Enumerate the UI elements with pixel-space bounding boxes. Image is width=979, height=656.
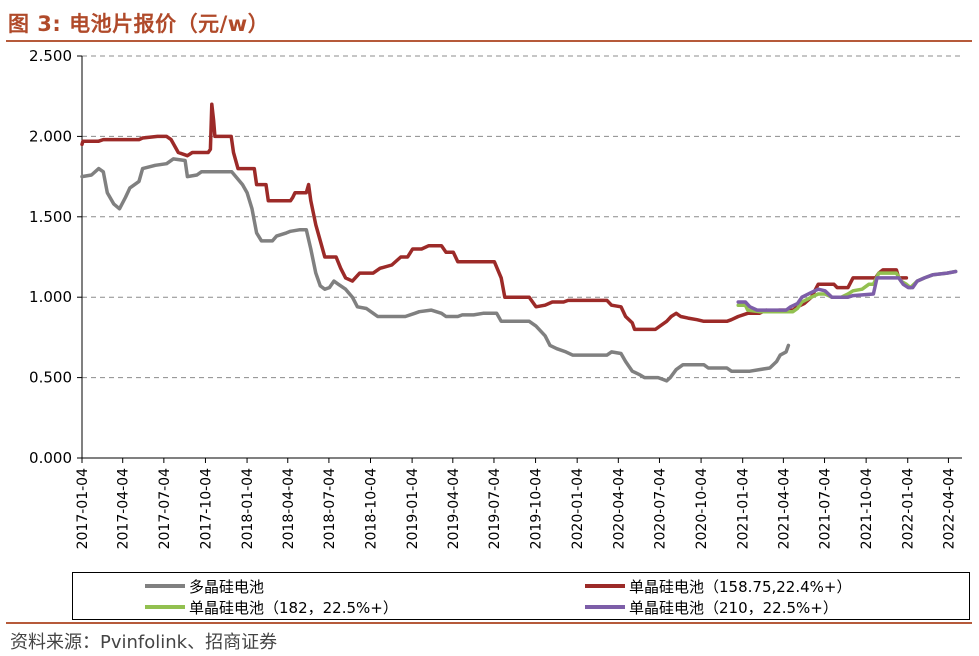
grid-lines <box>82 55 962 379</box>
legend-label-mono-210: 单晶硅电池（210，22.5%+） <box>629 598 838 617</box>
x-tick-label: 2017-04-04 <box>116 468 132 549</box>
x-tick-label: 2020-10-04 <box>694 468 710 549</box>
x-tick-label: 2017-07-04 <box>157 468 173 549</box>
x-tick-label: 2018-01-04 <box>240 468 256 549</box>
legend-item-mono-158: 单晶硅电池（158.75,22.4%+） <box>585 576 851 596</box>
x-tick-label: 2022-01-04 <box>901 468 917 549</box>
x-tick-label: 2017-01-04 <box>75 468 91 549</box>
series-line-0 <box>80 157 791 383</box>
figure-title: 图 3: 电池片报价（元/w） <box>8 12 270 36</box>
y-axis-ticks: 0.000 0.500 1.000 1.500 2.000 2.500 <box>29 47 82 467</box>
x-tick-label: 2019-04-04 <box>446 468 462 549</box>
y-tick-label: 1.000 <box>29 288 72 306</box>
x-tick-label: 2021-04-04 <box>776 468 792 549</box>
x-tick-label: 2019-07-04 <box>487 468 503 549</box>
legend-swatch-mono-210 <box>585 605 625 609</box>
x-tick-label: 2021-07-04 <box>818 468 834 549</box>
x-tick-label: 2021-01-04 <box>736 468 752 549</box>
legend-swatch-mono-182 <box>145 605 185 609</box>
legend-label-poly: 多晶硅电池 <box>189 577 265 596</box>
title-divider <box>6 40 972 42</box>
chart-legend: 多晶硅电池 单晶硅电池（158.75,22.4%+） 单晶硅电池（182，22.… <box>72 572 970 620</box>
x-tick-label: 2019-01-04 <box>405 468 421 549</box>
legend-swatch-mono-158 <box>585 584 625 588</box>
series-line-3 <box>736 269 958 312</box>
legend-item-mono-210: 单晶硅电池（210，22.5%+） <box>585 597 838 617</box>
legend-item-poly: 多晶硅电池 <box>145 576 264 596</box>
x-tick-label: 2020-07-04 <box>652 468 668 549</box>
legend-label-mono-182: 单晶硅电池（182，22.5%+） <box>189 598 398 617</box>
y-tick-label: 2.500 <box>29 47 72 65</box>
x-tick-label: 2019-10-04 <box>529 468 545 549</box>
x-axis-ticks: 2017-01-04 2017-04-04 2017-07-04 2017-10-04… <box>75 458 957 549</box>
axes <box>81 56 962 459</box>
legend-label-mono-158: 单晶硅电池（158.75,22.4%+） <box>629 577 852 596</box>
y-tick-label: 0.000 <box>29 449 72 467</box>
x-tick-label: 2018-07-04 <box>322 468 338 549</box>
legend-item-mono-182: 单晶硅电池（182，22.5%+） <box>145 597 398 617</box>
series-lines <box>80 102 958 383</box>
x-tick-label: 2020-01-04 <box>570 468 586 549</box>
x-tick-label: 2018-04-04 <box>281 468 297 549</box>
x-tick-label: 2021-10-04 <box>859 468 875 549</box>
y-tick-label: 2.000 <box>29 127 72 145</box>
y-tick-label: 1.500 <box>29 208 72 226</box>
bottom-divider <box>6 622 972 624</box>
series-line-1 <box>80 102 909 332</box>
y-tick-label: 0.500 <box>29 369 72 387</box>
x-tick-label: 2017-10-04 <box>198 468 214 549</box>
x-tick-label: 2020-04-04 <box>611 468 627 549</box>
legend-swatch-poly <box>145 584 185 588</box>
line-chart: 0.000 0.500 1.000 1.500 2.000 2.500 2017-01-0… <box>29 47 962 549</box>
x-tick-label: 2018-10-04 <box>364 468 380 549</box>
title-bar: 图 3: 电池片报价（元/w） <box>0 0 979 44</box>
x-tick-label: 2022-04-04 <box>941 468 957 549</box>
source-note: 资料来源：Pvinfolink、招商证券 <box>10 632 278 653</box>
